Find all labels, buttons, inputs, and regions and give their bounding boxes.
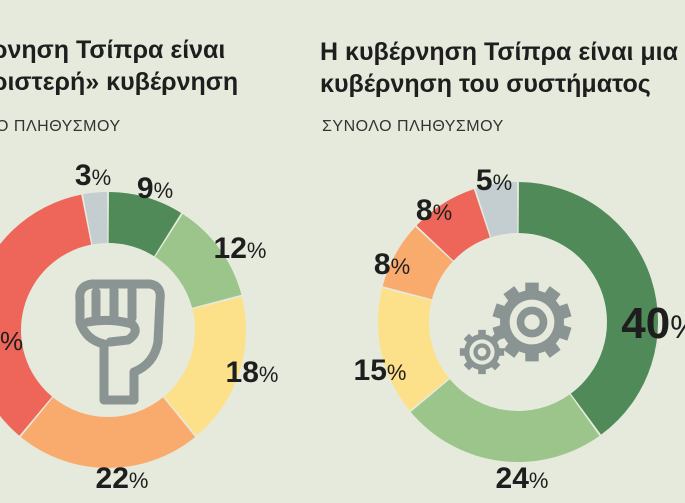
right-slice-3	[378, 288, 450, 411]
right-slice-5	[416, 189, 490, 261]
right-donut-labels: 40% 24% 15% 8%8% 5%	[354, 164, 685, 495]
right-donut-chart	[378, 182, 658, 462]
large-gear-icon	[492, 282, 572, 362]
right-label-1: 40%	[621, 299, 685, 348]
right-title-line-2: κυβέρνηση του συστήματος	[320, 70, 651, 98]
right-slice-4	[382, 226, 453, 300]
gears-icon	[459, 282, 572, 375]
left-label-3: 18%	[226, 356, 279, 389]
left-slice-2	[155, 214, 242, 308]
left-chart-subtitle: Ο ΠΛΗΘΥΣΜΟΥ	[0, 118, 121, 135]
right-label-3: 15%	[354, 354, 407, 387]
left-label-2: 12%	[214, 232, 267, 265]
left-chart-title: ρνηση Τσίπρα είναι ριστερή» κυβέρνηση	[0, 34, 238, 98]
left-slice-5	[0, 194, 92, 436]
left-slice-4	[20, 397, 196, 468]
left-slice-1	[108, 192, 182, 257]
right-slice-1	[518, 182, 658, 435]
left-label-5-partial: %	[0, 326, 23, 356]
right-label-2: 24%	[496, 462, 549, 495]
left-title-line-2: ριστερή» κυβέρνηση	[0, 68, 239, 96]
right-title-line-1: Η κυβέρνηση Τσίπρα είναι μια	[320, 38, 678, 66]
left-label-1: 9%	[137, 172, 173, 205]
right-label-5: 8%	[416, 194, 452, 227]
left-slice-6	[83, 192, 108, 245]
left-donut-labels: 9% 12% 18% 22% 3%%	[0, 159, 278, 495]
right-chart-title: Η κυβέρνηση Τσίπρα είναι μια κυβέρνηση τ…	[320, 36, 678, 100]
right-label-6: 5%	[476, 164, 512, 197]
left-label-4: 22%	[96, 462, 149, 495]
left-title-line-1: ρνηση Τσίπρα είναι	[0, 36, 226, 64]
raised-fist-icon	[75, 279, 165, 405]
left-donut-chart	[0, 192, 246, 468]
left-label-6: 3%	[75, 159, 111, 192]
right-slice-6	[475, 182, 518, 238]
right-label-4: 8%	[374, 248, 410, 281]
small-gear-icon	[459, 329, 505, 375]
right-slice-2	[410, 379, 600, 462]
left-slice-3	[163, 296, 246, 436]
right-chart-subtitle: ΣΥΝΟΛΟ ΠΛΗΘΥΣΜΟΥ	[322, 118, 504, 135]
